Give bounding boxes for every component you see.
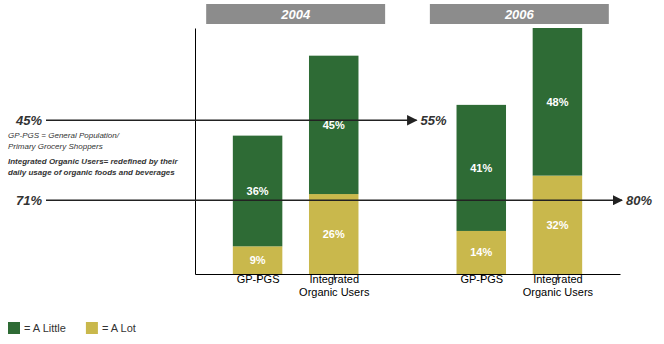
chart-container: 9%26%14%32%36%45%41%48%GP-PGSIntegratedO… bbox=[0, 0, 664, 344]
group-headers: 2004 2006 bbox=[206, 4, 609, 24]
y-axis bbox=[195, 29, 196, 275]
chart-svg: 9%26%14%32%36%45%41%48%GP-PGSIntegratedO… bbox=[0, 0, 664, 344]
bar bbox=[457, 105, 506, 231]
data-label: 32% bbox=[546, 219, 568, 231]
arrow bbox=[46, 120, 417, 122]
x-tick-label-line: Integrated bbox=[533, 273, 583, 285]
x-tick-label-line: Organic Users bbox=[523, 286, 594, 298]
bar-series bbox=[233, 176, 582, 274]
bar-series bbox=[233, 28, 582, 246]
bar bbox=[309, 194, 358, 274]
legend-item: = A Lot bbox=[86, 322, 136, 334]
data-label: 14% bbox=[470, 246, 492, 258]
arrow-label: 80% bbox=[626, 193, 652, 208]
note-line: Primary Grocery Shoppers bbox=[8, 142, 103, 151]
note-line: GP-PGS = General Population/ bbox=[8, 131, 120, 140]
x-tick-label-line: GP-PGS bbox=[237, 273, 280, 285]
legend-label: = A Lot bbox=[102, 322, 136, 334]
bar bbox=[309, 56, 358, 194]
note: GP-PGS = General Population/Primary Groc… bbox=[8, 131, 120, 150]
legend: = A Little = A Lot bbox=[8, 322, 136, 334]
x-tick: IntegratedOrganic Users bbox=[299, 273, 370, 298]
bar bbox=[233, 246, 282, 274]
x-axis: GP-PGSIntegratedOrganic UsersGP-PGSInteg… bbox=[196, 273, 621, 298]
bar bbox=[457, 231, 506, 274]
plot-area bbox=[233, 28, 582, 274]
x-tick-label: GP-PGS bbox=[237, 273, 280, 285]
bar bbox=[533, 28, 582, 176]
arrow-label: 45% bbox=[15, 113, 42, 128]
group-header: 2004 bbox=[280, 7, 311, 22]
data-label: 36% bbox=[247, 185, 269, 197]
notes: GP-PGS = General Population/Primary Groc… bbox=[8, 131, 178, 176]
group-header-box bbox=[430, 4, 609, 24]
x-tick: GP-PGS bbox=[460, 273, 503, 285]
group-header-box bbox=[206, 4, 385, 24]
data-label: 9% bbox=[250, 254, 266, 266]
data-label: 26% bbox=[323, 228, 345, 240]
note-line: daily usage of organic foods and beverag… bbox=[8, 168, 175, 177]
x-tick-label-line: Organic Users bbox=[299, 286, 370, 298]
data-label: 41% bbox=[470, 162, 492, 174]
arrow-label: 71% bbox=[16, 193, 42, 208]
x-tick: IntegratedOrganic Users bbox=[523, 273, 594, 298]
legend-swatch bbox=[8, 322, 20, 334]
y-axis-line bbox=[195, 29, 196, 275]
note-line: Integrated Organic Users= redefined by t… bbox=[8, 157, 178, 166]
group-header: 2006 bbox=[504, 7, 535, 22]
note: Integrated Organic Users= redefined by t… bbox=[8, 157, 178, 176]
x-tick-label: GP-PGS bbox=[460, 273, 503, 285]
arrow-label: 55% bbox=[421, 113, 447, 128]
arrow bbox=[46, 199, 622, 201]
x-tick: GP-PGS bbox=[237, 273, 280, 285]
x-tick-label: IntegratedOrganic Users bbox=[299, 273, 370, 298]
x-tick-label: IntegratedOrganic Users bbox=[523, 273, 594, 298]
bar bbox=[233, 136, 282, 247]
legend-label: = A Little bbox=[24, 322, 66, 334]
legend-swatch bbox=[86, 322, 98, 334]
bar bbox=[533, 176, 582, 274]
x-tick-label-line: Integrated bbox=[309, 273, 359, 285]
x-tick-label-line: GP-PGS bbox=[460, 273, 503, 285]
data-label: 48% bbox=[546, 96, 568, 108]
legend-item: = A Little bbox=[8, 322, 66, 334]
data-labels: 9%26%14%32%36%45%41%48% bbox=[247, 96, 569, 266]
